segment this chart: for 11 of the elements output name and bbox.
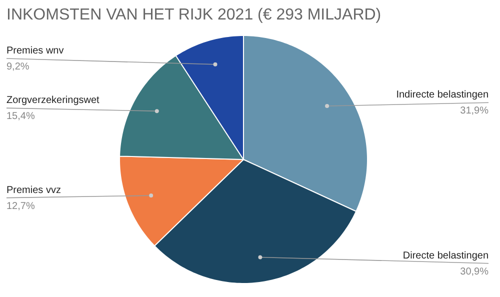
- data-label: 9,2%: [6, 61, 30, 72]
- slice-label: Indirecte belastingen: [396, 90, 489, 101]
- data-label: 12,7%: [6, 200, 35, 212]
- chart-title: INKOMSTEN VAN HET RIJK 2021 (€ 293 MILJARD): [6, 6, 382, 24]
- data-label: 31,9%: [460, 106, 489, 117]
- slice-label: Directe belastingen: [402, 250, 489, 262]
- data-label: 30,9%: [460, 266, 489, 278]
- slice-label: Premies wnv: [6, 45, 64, 56]
- slice-label: Premies vvz: [6, 184, 61, 196]
- slice-label: Zorgverzekeringswet: [6, 95, 100, 106]
- data-label: 15,4%: [6, 111, 35, 122]
